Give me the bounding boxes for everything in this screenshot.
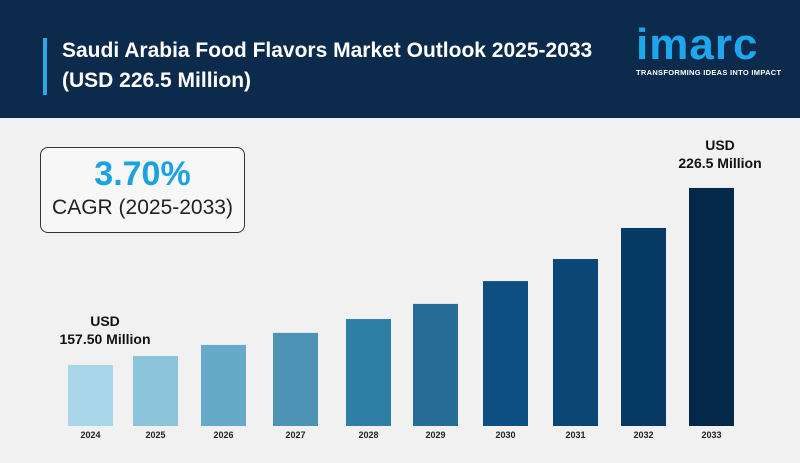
x-tick-label: 2025	[145, 430, 165, 440]
x-tick-label: 2028	[358, 430, 378, 440]
bar-2028	[346, 319, 391, 426]
cagr-value: 3.70%	[94, 155, 191, 193]
header-banner: Saudi Arabia Food Flavors Market Outlook…	[0, 0, 800, 118]
x-tick-label: 2024	[80, 430, 100, 440]
bar-2027	[273, 332, 318, 426]
bar-2031	[553, 259, 598, 426]
x-tick-label: 2032	[633, 430, 653, 440]
title-accent-bar	[43, 38, 47, 95]
start-value-annotation: USD 157.50 Million	[40, 312, 170, 348]
start-annotation-currency: USD	[90, 313, 120, 329]
x-tick-label: 2029	[425, 430, 445, 440]
bar-2032	[621, 227, 666, 426]
end-annotation-currency: USD	[705, 137, 735, 153]
bar-2024	[68, 364, 113, 426]
bar-2026	[201, 344, 246, 426]
cagr-label: CAGR (2025-2033)	[52, 196, 233, 219]
start-annotation-value: 157.50 Million	[59, 331, 151, 347]
x-tick-label: 2030	[495, 430, 515, 440]
page-title: Saudi Arabia Food Flavors Market Outlook…	[62, 39, 593, 92]
end-annotation-value: 226.5 Million	[678, 155, 762, 171]
cagr-box: 3.70% CAGR (2025-2033)	[40, 147, 245, 233]
bar-2029	[413, 303, 458, 426]
bar-2033	[689, 187, 734, 426]
x-tick-label: 2033	[701, 430, 721, 440]
logo-tagline: TRANSFORMING IDEAS INTO IMPACT	[636, 68, 782, 77]
end-value-annotation: USD 226.5 Million	[660, 136, 780, 172]
x-tick-label: 2031	[565, 430, 585, 440]
imarc-logo: imarc TRANSFORMING IDEAS INTO IMPACT	[636, 20, 786, 77]
logo-wordmark: imarc	[636, 20, 759, 69]
bar-2025	[133, 355, 178, 426]
bar-2030	[483, 281, 528, 426]
x-tick-label: 2027	[285, 430, 305, 440]
x-tick-label: 2026	[213, 430, 233, 440]
